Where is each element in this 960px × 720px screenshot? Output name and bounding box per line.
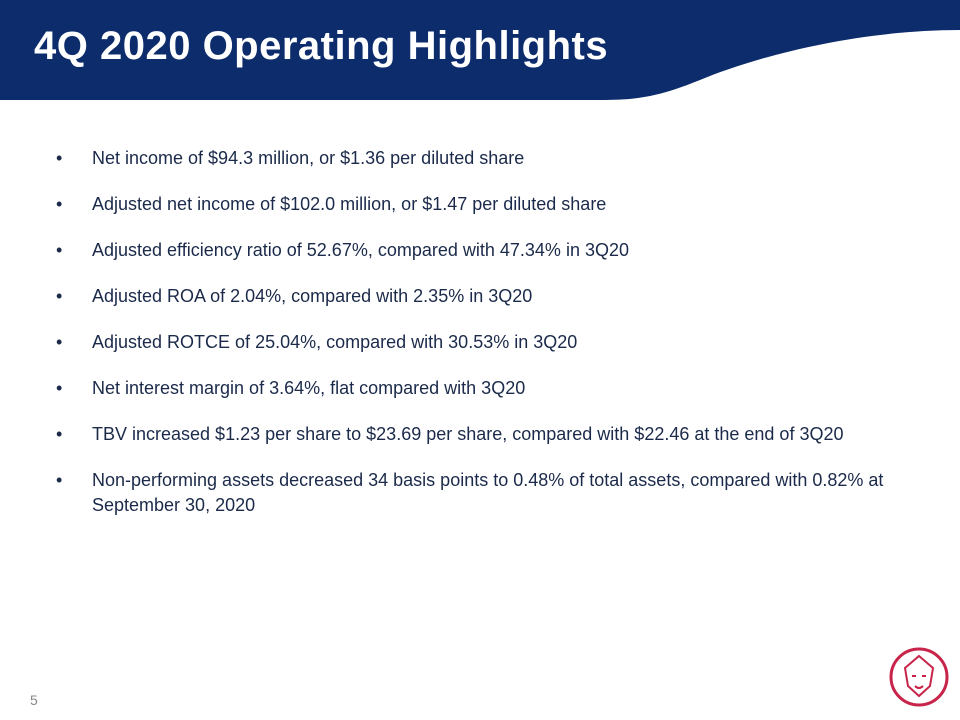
bullet-item: TBV increased $1.23 per share to $23.69 … — [56, 422, 916, 447]
logo — [889, 647, 949, 707]
header-banner — [0, 0, 960, 100]
bullet-list: Net income of $94.3 million, or $1.36 pe… — [56, 146, 916, 539]
page-number: 5 — [30, 692, 38, 708]
bullet-item: Adjusted efficiency ratio of 52.67%, com… — [56, 238, 916, 263]
bullet-item: Non-performing assets decreased 34 basis… — [56, 468, 916, 518]
title: 4Q 2020 Operating Highlights — [34, 24, 609, 68]
bullet-item: Adjusted net income of $102.0 million, o… — [56, 192, 916, 217]
bullet-item: Adjusted ROA of 2.04%, compared with 2.3… — [56, 284, 916, 309]
bullet-item: Net interest margin of 3.64%, flat compa… — [56, 376, 916, 401]
bullet-item: Net income of $94.3 million, or $1.36 pe… — [56, 146, 916, 171]
bullet-item: Adjusted ROTCE of 25.04%, compared with … — [56, 330, 916, 355]
